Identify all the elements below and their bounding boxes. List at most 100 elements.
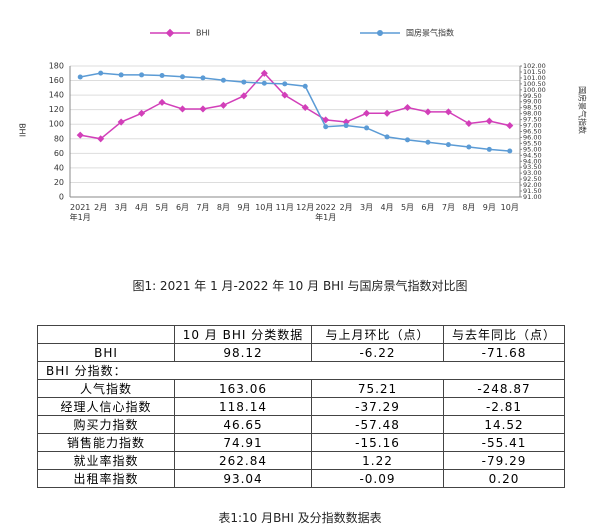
point (302, 83, 308, 89)
point (383, 109, 391, 117)
x-tick-label: 2月 (339, 203, 353, 212)
y2-tick-label: 98.50 (523, 104, 542, 112)
point (200, 75, 206, 81)
table-cell: -6.22 (311, 343, 444, 362)
legend-marker (377, 30, 383, 36)
y2-tick-label: 93.50 (523, 163, 542, 171)
y2-tick-label: 97.50 (523, 116, 542, 124)
series-line (80, 72, 510, 140)
table-cell: BHI (37, 343, 175, 362)
y2-tick-label: 94.00 (523, 157, 542, 165)
x-tick-label: 4月 (135, 203, 149, 212)
table-cell: 262.84 (174, 451, 312, 470)
y-tick-label: 20 (54, 178, 64, 187)
x-tick-label: 3月 (360, 203, 374, 212)
table-cell: 93.04 (174, 469, 312, 488)
point (486, 146, 492, 152)
y2-tick-label: 91.50 (523, 187, 542, 195)
y-tick-label: 180 (49, 62, 64, 71)
point (403, 103, 412, 112)
table-cell: -248.87 (443, 379, 565, 398)
y2-tick-label: 99.50 (523, 92, 542, 100)
x-tick-label: 10月 (255, 203, 274, 212)
point (506, 122, 514, 130)
table-cell: 10 月 BHI 分类数据 (174, 325, 312, 344)
table-cell: 与上月环比（点） (311, 325, 444, 344)
y2-tick-label: 101.00 (523, 74, 546, 82)
x-tick-label: 9月 (482, 203, 496, 212)
point (424, 108, 432, 116)
data-table: 10 月 BHI 分类数据 与上月环比（点） 与去年同比（点） BHI 98.12 -6.… (37, 325, 565, 488)
table-cell: 163.06 (174, 379, 312, 398)
y-tick-label: 80 (54, 134, 64, 143)
point (97, 135, 105, 143)
point (139, 72, 145, 78)
table-cell: 118.14 (174, 397, 312, 416)
x-tick-label: 7月 (196, 203, 210, 212)
point (180, 74, 185, 80)
point (117, 118, 125, 126)
y2-tick-label: 99.00 (523, 98, 542, 106)
point (425, 139, 431, 145)
table-cell: -0.09 (311, 469, 444, 488)
table-cell: BHI 分指数： (37, 361, 565, 380)
point (465, 119, 473, 128)
figure-caption: 图1: 2021 年 1 月-2022 年 10 月 BHI 与国房景气指数对比… (132, 279, 468, 293)
x-tick-label: 9月 (237, 203, 251, 212)
point (219, 101, 227, 109)
x-tick-label: 12月 (296, 203, 315, 212)
point (158, 98, 166, 106)
y2-tick-label: 96.50 (523, 128, 542, 136)
x-tick-label: 6月 (175, 203, 190, 212)
y-axis-label: BHI (18, 123, 27, 137)
table-cell: 1.22 (311, 451, 444, 470)
legend-marker (165, 28, 175, 38)
point (281, 91, 289, 99)
y2-tick-label: 96.00 (523, 133, 542, 141)
x-tick-label: 6月 (421, 203, 435, 212)
table-cell: -55.41 (443, 433, 565, 452)
table-caption: 表1:10 月BHI 及分指数数据表 (218, 511, 382, 525)
y2-tick-label: 95.00 (523, 145, 542, 153)
x-tick-label: 8月 (216, 203, 230, 212)
y-tick-label: 100 (49, 120, 64, 129)
x-tick-label: 2021年1月 (69, 203, 91, 222)
y2-tick-label: 100.00 (523, 86, 546, 94)
point (444, 108, 452, 116)
point (159, 73, 165, 79)
y2-tick-label: 102.00 (523, 62, 546, 70)
x-tick-label: 7月 (441, 203, 455, 212)
point (240, 92, 248, 100)
table-cell: -57.48 (311, 415, 444, 434)
x-tick-label: 2022年1月 (315, 203, 337, 222)
table-cell: 0.20 (443, 469, 565, 488)
table-cell: 与去年同比（点） (443, 325, 565, 344)
y2-tick-label: 92.50 (523, 175, 542, 183)
y-tick-label: 40 (54, 163, 64, 172)
x-tick-label: 3月 (114, 203, 128, 212)
table-cell: 购买力指数 (37, 415, 175, 434)
x-tick-label: 5月 (400, 203, 415, 212)
x-tick-label: 4月 (380, 203, 394, 212)
point (485, 117, 493, 125)
table-cell: 75.21 (311, 379, 444, 398)
point (507, 148, 513, 154)
point (364, 125, 370, 131)
point (384, 134, 390, 140)
legend-label: BHI (196, 29, 210, 38)
y2-tick-label: 94.50 (523, 151, 542, 159)
y2-tick-label: 95.50 (523, 139, 542, 147)
table-cell: 经理人信心指数 (37, 397, 175, 416)
table-cell: 98.12 (174, 343, 312, 362)
y2-tick-label: 91.00 (523, 193, 542, 201)
x-tick-label: 8月 (462, 203, 476, 212)
table-cell: 46.65 (174, 415, 312, 434)
point (76, 131, 84, 139)
y-tick-label: 0 (59, 193, 64, 202)
y-tick-label: 140 (49, 91, 64, 100)
point (301, 103, 309, 112)
table-cell: 人气指数 (37, 379, 175, 398)
point (241, 79, 247, 85)
y2-tick-label: 98.00 (523, 110, 542, 118)
